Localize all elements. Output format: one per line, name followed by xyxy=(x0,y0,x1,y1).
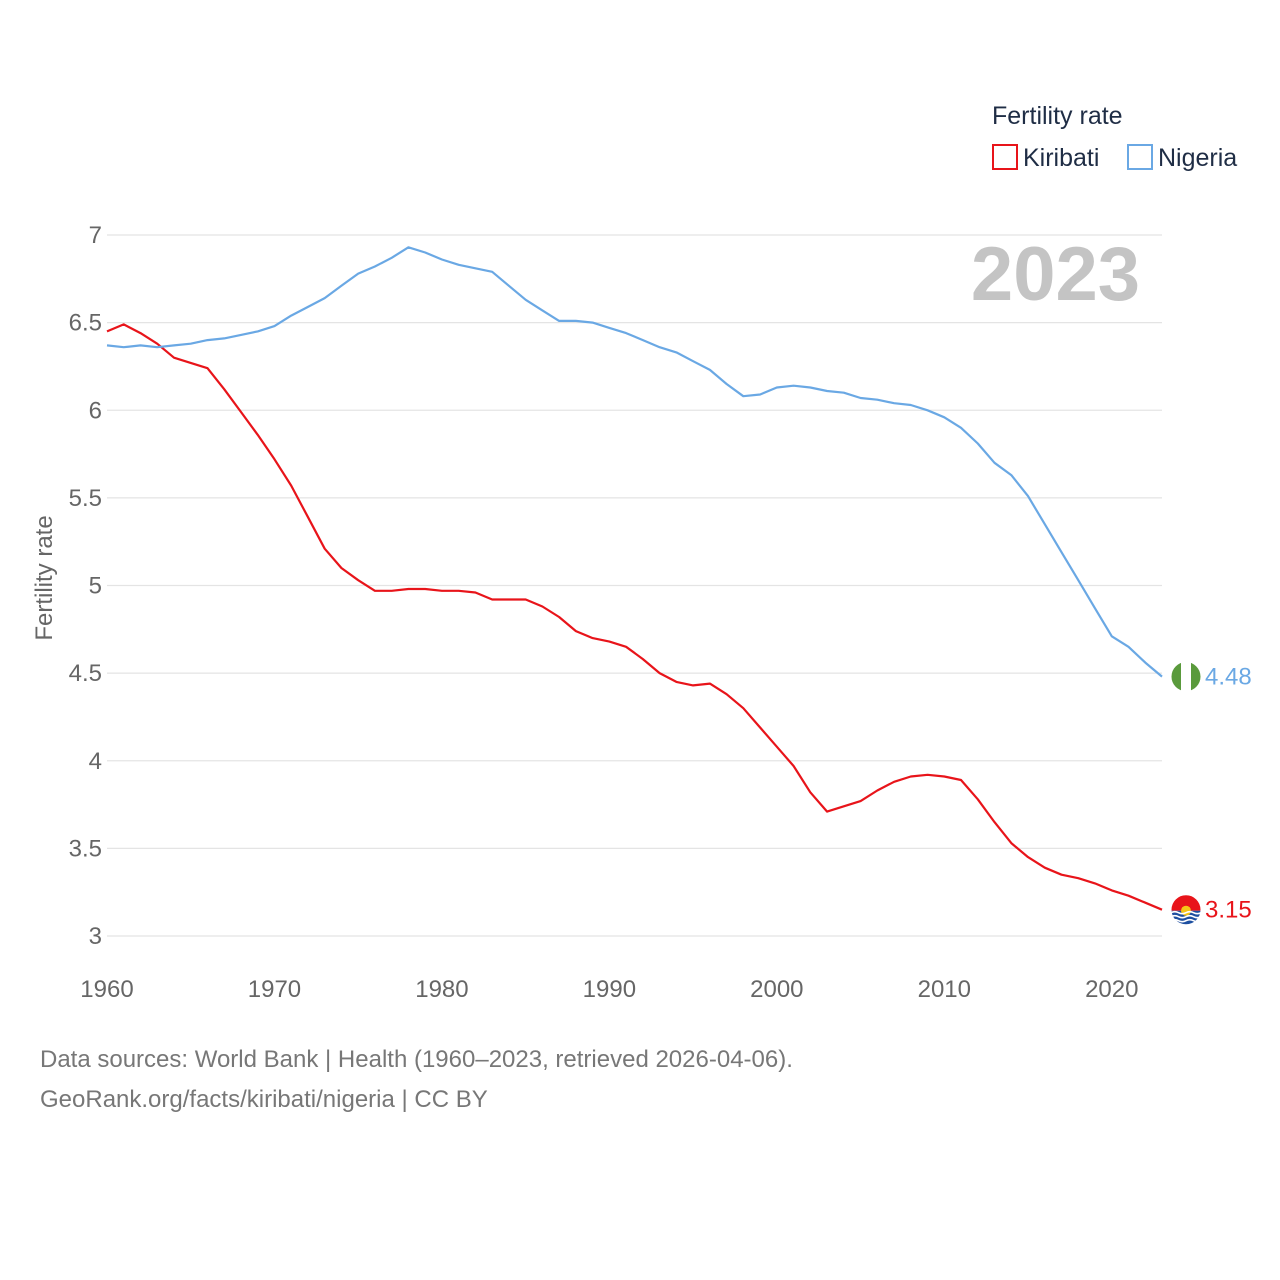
end-label-nigeria: 4.48 xyxy=(1205,664,1252,691)
gridlines xyxy=(107,234,1162,937)
end-label-kiribati: 3.15 xyxy=(1205,897,1252,924)
y-tick-label: 5.5 xyxy=(69,485,102,512)
footer: Data sources: World Bank | Health (1960–… xyxy=(40,1040,793,1120)
x-axis-ticks: 1960 1970 1980 1990 2000 2010 2020 xyxy=(80,976,1138,1003)
x-tick-label: 2020 xyxy=(1085,976,1138,1003)
y-tick-label: 5 xyxy=(89,573,102,600)
y-tick-label: 4.5 xyxy=(69,660,102,687)
y-tick-label: 4 xyxy=(89,748,102,775)
x-tick-label: 2000 xyxy=(750,976,803,1003)
legend-title: Fertility rate xyxy=(992,102,1123,130)
y-tick-label: 7 xyxy=(89,222,102,249)
legend: Fertility rate Kiribati Nigeria xyxy=(992,102,1237,172)
legend-item-nigeria[interactable]: Nigeria xyxy=(1127,144,1237,172)
series-line-nigeria[interactable] xyxy=(106,246,1163,678)
kiribati-flag-icon xyxy=(1170,894,1202,926)
nigeria-flag-icon xyxy=(1170,661,1202,693)
legend-item-kiribati[interactable]: Kiribati xyxy=(992,144,1099,172)
x-tick-label: 1960 xyxy=(80,976,133,1003)
y-tick-label: 3.5 xyxy=(69,835,102,862)
y-tick-label: 6.5 xyxy=(69,310,102,337)
y-tick-label: 6 xyxy=(89,397,102,424)
legend-label-kiribati: Kiribati xyxy=(1023,144,1099,172)
y-axis-title: Fertility rate xyxy=(31,515,58,640)
legend-swatch-kiribati xyxy=(992,144,1018,170)
legend-swatch-nigeria xyxy=(1127,144,1153,170)
series-line-kiribati[interactable] xyxy=(106,323,1163,911)
series-lines xyxy=(106,246,1163,911)
footer-source: Data sources: World Bank | Health (1960–… xyxy=(40,1046,793,1073)
y-tick-label: 3 xyxy=(89,923,102,950)
footer-link[interactable]: GeoRank.org/facts/kiribati/nigeria | CC … xyxy=(40,1086,488,1113)
series-end-markers: 3.15 4.48 xyxy=(1170,661,1252,926)
y-axis-ticks: 3 3.5 4 4.5 5 5.5 6 6.5 7 xyxy=(69,222,102,950)
x-tick-label: 2010 xyxy=(918,976,971,1003)
legend-label-nigeria: Nigeria xyxy=(1158,144,1237,172)
x-tick-label: 1980 xyxy=(415,976,468,1003)
x-tick-label: 1990 xyxy=(583,976,636,1003)
x-tick-label: 1970 xyxy=(248,976,301,1003)
year-watermark: 2023 xyxy=(971,232,1140,317)
